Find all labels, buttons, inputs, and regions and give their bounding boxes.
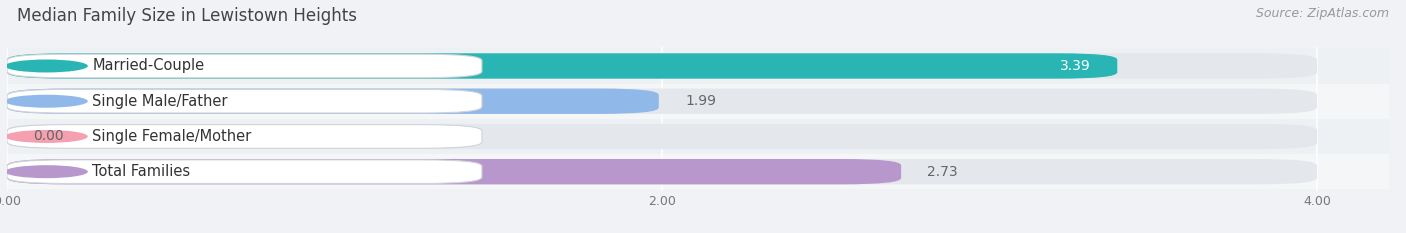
FancyBboxPatch shape — [7, 53, 1317, 79]
Text: Median Family Size in Lewistown Heights: Median Family Size in Lewistown Heights — [17, 7, 357, 25]
FancyBboxPatch shape — [7, 84, 1389, 119]
FancyBboxPatch shape — [7, 159, 901, 184]
Text: Married-Couple: Married-Couple — [93, 58, 204, 73]
FancyBboxPatch shape — [7, 160, 482, 183]
Text: Single Male/Father: Single Male/Father — [93, 94, 228, 109]
FancyBboxPatch shape — [7, 89, 1317, 114]
Text: Single Female/Mother: Single Female/Mother — [93, 129, 252, 144]
Ellipse shape — [4, 59, 87, 72]
FancyBboxPatch shape — [7, 159, 1317, 184]
Text: 3.39: 3.39 — [1060, 59, 1091, 73]
Ellipse shape — [4, 130, 87, 143]
Text: 2.73: 2.73 — [928, 165, 957, 179]
FancyBboxPatch shape — [7, 54, 482, 78]
FancyBboxPatch shape — [7, 53, 1118, 79]
FancyBboxPatch shape — [7, 119, 1389, 154]
Ellipse shape — [4, 165, 87, 178]
FancyBboxPatch shape — [7, 89, 482, 113]
Text: Source: ZipAtlas.com: Source: ZipAtlas.com — [1256, 7, 1389, 20]
Text: 1.99: 1.99 — [685, 94, 716, 108]
FancyBboxPatch shape — [7, 154, 1389, 189]
FancyBboxPatch shape — [7, 125, 482, 148]
FancyBboxPatch shape — [7, 124, 1317, 149]
Text: Total Families: Total Families — [93, 164, 190, 179]
FancyBboxPatch shape — [7, 48, 1389, 84]
Text: 0.00: 0.00 — [34, 130, 63, 144]
FancyBboxPatch shape — [7, 89, 659, 114]
Ellipse shape — [4, 95, 87, 108]
